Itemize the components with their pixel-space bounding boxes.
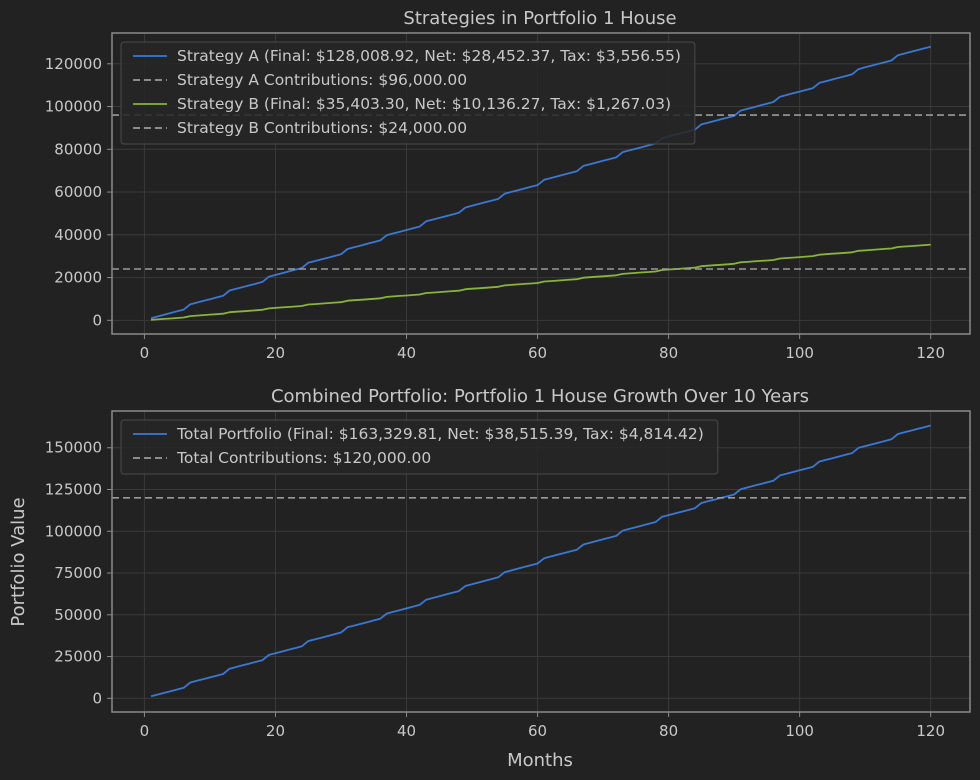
plot-frame bbox=[111, 32, 971, 335]
y-tick-label: 0 bbox=[92, 689, 102, 707]
chart-top-strategies: Strategies in Portfolio 1 House 0 20 40 60 8… bbox=[45, 8, 971, 362]
chart-bottom-ylabel: Portfolio Value bbox=[8, 497, 29, 626]
x-tick-label: 20 bbox=[266, 722, 285, 740]
y-tick-label: 100000 bbox=[45, 98, 102, 116]
legend-label: Strategy A (Final: $128,008.92, Net: $28… bbox=[177, 47, 681, 65]
y-tick-label: 120000 bbox=[45, 55, 102, 73]
y-tick-label: 80000 bbox=[54, 140, 102, 158]
series-line-0-0 bbox=[150, 45, 931, 320]
chart-top-title: Strategies in Portfolio 1 House bbox=[403, 8, 676, 29]
x-tick-label: 80 bbox=[659, 722, 678, 740]
x-tick-label: 60 bbox=[528, 344, 547, 362]
series-line-0-2 bbox=[150, 243, 931, 321]
chart-bottom-xlabel: Months bbox=[507, 750, 573, 771]
series-line-1-0 bbox=[150, 424, 931, 698]
x-tick-label: 40 bbox=[397, 722, 416, 740]
x-tick-label: 0 bbox=[140, 722, 150, 740]
legend-label: Total Portfolio (Final: $163,329.81, Net… bbox=[176, 425, 704, 443]
legend-label: Total Contributions: $120,000.00 bbox=[176, 449, 431, 467]
chart-bottom-combined: Combined Portfolio: Portfolio 1 House Gr… bbox=[8, 386, 971, 771]
x-tick-label: 60 bbox=[528, 722, 547, 740]
plot-frame bbox=[111, 410, 971, 713]
y-tick-label: 40000 bbox=[54, 226, 102, 244]
legend-label: Strategy B (Final: $35,403.30, Net: $10,… bbox=[177, 95, 671, 113]
y-tick-label: 60000 bbox=[54, 183, 102, 201]
legend: Strategy A (Final: $128,008.92, Net: $28… bbox=[120, 41, 696, 145]
legend-label: Strategy B Contributions: $24,000.00 bbox=[177, 119, 467, 137]
y-tick-label: 0 bbox=[92, 311, 102, 329]
y-tick-label: 20000 bbox=[54, 269, 102, 287]
legend-box bbox=[120, 41, 696, 145]
x-tick-label: 120 bbox=[916, 722, 945, 740]
x-tick-label: 20 bbox=[266, 344, 285, 362]
x-tick-label: 100 bbox=[785, 344, 814, 362]
x-tick-label: 0 bbox=[140, 344, 150, 362]
y-tick-label: 150000 bbox=[45, 439, 102, 457]
x-tick-label: 80 bbox=[659, 344, 678, 362]
legend-box bbox=[120, 419, 719, 475]
x-tick-label: 100 bbox=[785, 722, 814, 740]
y-tick-label: 25000 bbox=[54, 648, 102, 666]
legend-label: Strategy A Contributions: $96,000.00 bbox=[177, 71, 467, 89]
legend: Total Portfolio (Final: $163,329.81, Net… bbox=[120, 419, 719, 475]
x-tick-label: 120 bbox=[916, 344, 945, 362]
y-tick-label: 125000 bbox=[45, 481, 102, 499]
y-tick-label: 100000 bbox=[45, 522, 102, 540]
y-tick-label: 75000 bbox=[54, 564, 102, 582]
y-tick-label: 50000 bbox=[54, 606, 102, 624]
chart-bottom-title: Combined Portfolio: Portfolio 1 House Gr… bbox=[271, 386, 809, 407]
x-tick-label: 40 bbox=[397, 344, 416, 362]
